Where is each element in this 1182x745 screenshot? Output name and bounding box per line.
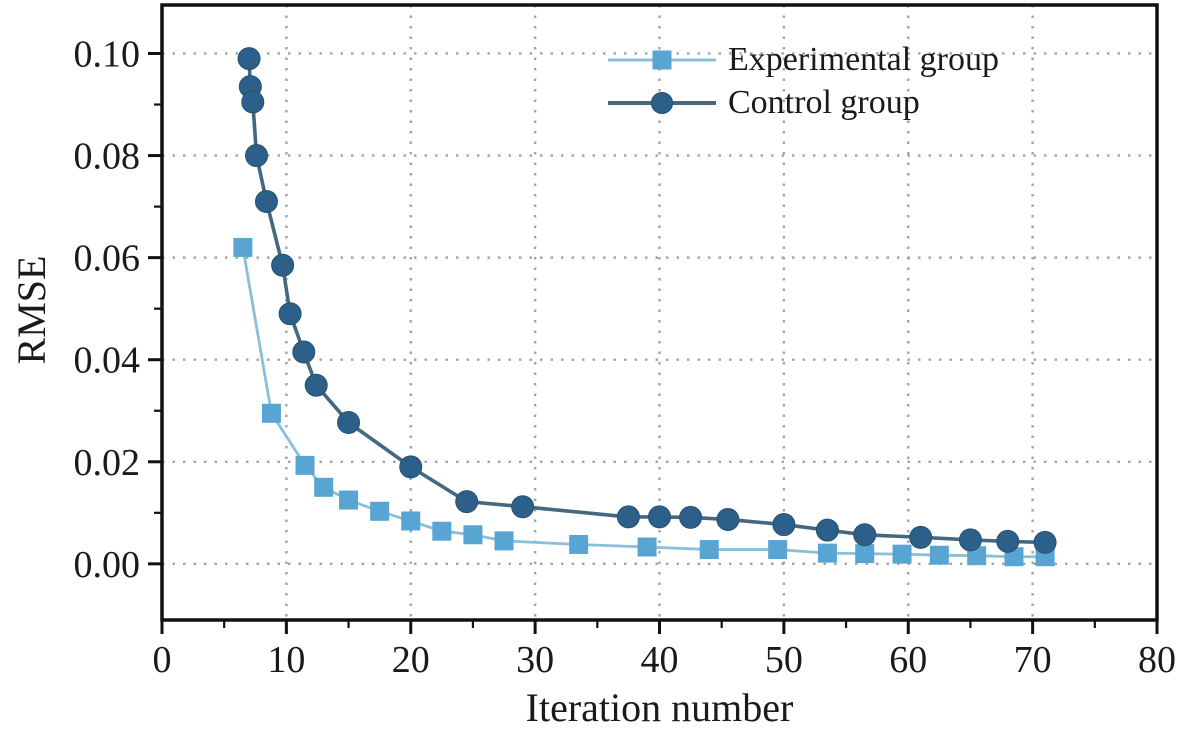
data-point-square [855,544,875,564]
data-point-circle [399,455,423,479]
data-point-circle [772,513,796,537]
x-tick-label: 40 [641,639,679,681]
control-circle-marker-icon [651,91,673,114]
data-point-square [637,537,657,557]
data-point-square [370,501,390,521]
data-point-circle [278,302,302,326]
data-point-square [401,511,421,531]
data-point-circle [245,144,269,168]
x-tick-label: 30 [516,639,554,681]
legend: Experimental group Control group [608,38,999,124]
x-tick-label: 20 [392,639,430,681]
data-point-square [295,455,315,475]
data-point-square [233,237,253,257]
series-line-0 [241,246,1047,559]
data-point-square [463,525,483,545]
data-point-circle [648,505,671,529]
x-tick-label: 60 [889,639,927,681]
data-point-square [432,521,452,541]
data-point-circle [304,373,328,397]
legend-item-control: Control group [608,81,999,124]
data-point-square [929,545,949,565]
x-tick-label: 80 [1138,639,1176,681]
data-point-circle [958,528,982,552]
y-tick-label: 0.06 [74,238,141,280]
y-tick-label: 0.00 [74,544,141,586]
x-axis-title: Iteration number [525,685,794,730]
data-point-circle [1033,530,1057,554]
legend-sample-control [608,90,716,116]
series-line-1 [247,56,1047,545]
data-point-circle [511,495,535,519]
y-tick-label: 0.08 [74,136,141,178]
data-point-square [314,477,334,497]
data-point-circle [292,340,316,364]
x-tick-label: 0 [153,639,172,681]
x-tick-label: 10 [267,639,305,681]
x-tick-label: 70 [1014,639,1052,681]
data-point-circle [241,90,265,114]
legend-item-experimental: Experimental group [608,38,999,81]
legend-label-experimental: Experimental group [728,40,999,78]
data-point-circle [996,529,1020,553]
y-tick-label: 0.02 [74,442,141,484]
data-point-square [817,543,837,563]
data-point-circle [455,490,479,514]
data-point-square [768,540,788,560]
data-point-square [494,531,514,551]
data-point-square [699,540,719,560]
data-point-square [569,534,589,554]
data-point-circle [337,410,361,434]
experimental-square-marker-icon [652,50,672,69]
data-point-circle [815,518,839,542]
data-point-circle [271,253,295,277]
data-point-square [892,544,912,564]
y-tick-label: 0.04 [74,340,141,382]
data-point-circle [254,189,278,213]
data-point-circle [616,505,640,529]
y-axis-title: RMSE [9,255,54,365]
y-tick-label: 0.10 [74,33,141,75]
data-point-circle [853,523,877,547]
data-point-circle [716,507,740,531]
x-tick-label: 50 [765,639,803,681]
data-point-circle [679,505,703,529]
data-point-square [339,490,359,510]
data-point-square [261,403,281,423]
data-point-circle [237,47,261,71]
legend-sample-experimental [608,47,716,73]
data-point-circle [909,525,933,549]
legend-label-control: Control group [728,83,920,121]
